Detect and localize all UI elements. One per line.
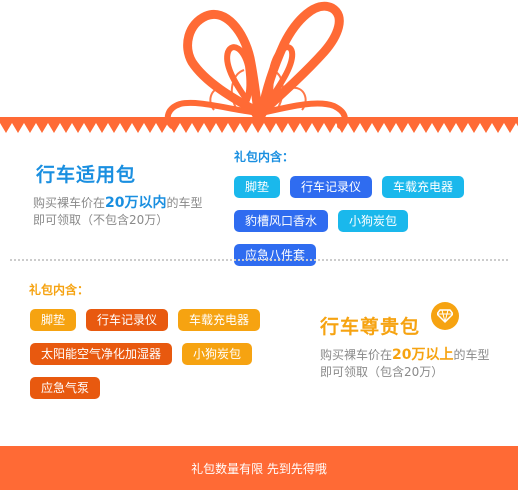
includes-label-premium: 礼包内含： [29,283,90,297]
gift-item-tag[interactable]: 太阳能空气净化加湿器 [30,343,173,365]
gift-item-tag[interactable]: 脚垫 [234,176,281,198]
gift-item-tag[interactable]: 行车记录仪 [86,309,169,331]
gift-item-tag[interactable]: 车载充电器 [382,176,465,198]
gift-item-tag[interactable]: 脚垫 [30,309,77,331]
price-highlight: 20万以上 [392,347,454,363]
package-title-standard: 行车适用包 [36,164,137,186]
gift-item-tag[interactable]: 小狗炭包 [182,343,253,365]
gift-item-tag[interactable]: 应急八件套 [234,244,317,266]
package-desc-standard: 购买裸车价在20万以内的车型 即可领取（不包含20万） [33,195,223,229]
desc-prefix: 购买裸车价在 [320,348,393,362]
gift-item-tag[interactable]: 应急气泵 [30,377,101,399]
footer-text: 礼包数量有限 先到先得哦 [191,461,327,476]
gift-bow-ribbon [0,1,518,133]
desc-line2: 即可领取（包含20万） [320,365,444,379]
gift-item-tag[interactable]: 豹槽风口香水 [234,210,329,232]
section-divider [10,259,508,261]
gift-item-tag[interactable]: 行车记录仪 [290,176,373,198]
includes-label-standard: 礼包内含： [234,150,295,164]
desc-line2: 即可领取（不包含20万） [33,213,169,227]
diamond-icon [431,302,459,330]
desc-suffix: 的车型 [166,196,203,210]
desc-prefix: 购买裸车价在 [33,196,106,210]
package-title-premium: 行车尊贵包 [320,316,421,338]
gift-item-tag[interactable]: 小狗炭包 [338,210,409,232]
gift-item-tag[interactable]: 车载充电器 [178,309,261,331]
price-highlight: 20万以内 [105,195,167,211]
footer-banner: 礼包数量有限 先到先得哦 [0,446,518,490]
package-desc-premium: 购买裸车价在20万以上的车型 即可领取（包含20万） [320,347,510,381]
item-tags-premium: 脚垫 行车记录仪 车载充电器 太阳能空气净化加湿器 小狗炭包应急气泵 [30,309,280,399]
desc-suffix: 的车型 [453,348,490,362]
item-tags-standard: 脚垫 行车记录仪 车载充电器豹槽风口香水 小狗炭包 应急八件套 [234,176,496,266]
